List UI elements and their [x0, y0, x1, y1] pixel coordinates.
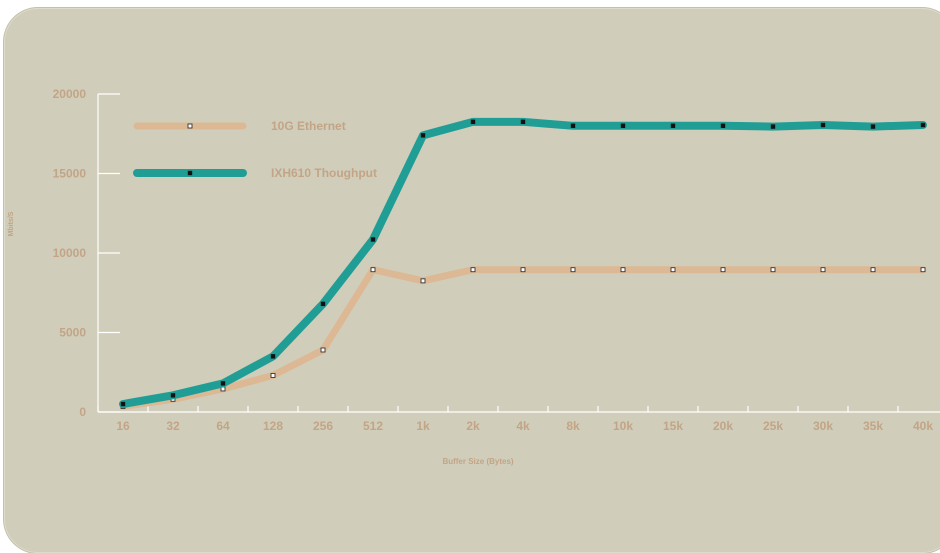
axes: 0 5000 10000 15000 20000 16 32 64 128 256 512 1k 2k 4…: [53, 87, 940, 433]
data-point: [870, 124, 876, 129]
data-point: [520, 267, 526, 273]
legend-entry-1: IXH610 Thoughput: [133, 166, 377, 180]
legend-label: 10G Ethernet: [271, 119, 346, 133]
x-tick-label: 10k: [613, 419, 633, 433]
legend-entry-0: 10G Ethernet: [133, 119, 346, 133]
chart-panel: [4, 8, 940, 553]
data-point: [320, 347, 326, 353]
x-tick-label: 512: [363, 419, 383, 433]
x-tick-label: 4k: [516, 419, 530, 433]
y-tick-label: 0: [79, 405, 86, 419]
y-axis-title: Mbits/S: [8, 211, 15, 236]
x-tick-label: 20k: [713, 419, 733, 433]
data-point: [770, 124, 776, 129]
x-tick-label: 128: [263, 419, 283, 433]
data-point: [670, 267, 676, 273]
data-point: [520, 119, 526, 125]
x-tick-label: 15k: [663, 419, 683, 433]
data-point: [170, 393, 176, 398]
data-point: [920, 122, 926, 128]
x-tick-label: 32: [166, 419, 180, 433]
x-tick-label: 256: [313, 419, 333, 433]
x-tick-label: 30k: [813, 419, 833, 433]
data-point: [670, 123, 676, 128]
data-point: [420, 133, 426, 138]
data-point: [870, 267, 876, 273]
data-point: [720, 267, 726, 273]
x-tick-label: 16: [116, 419, 130, 433]
x-tick-label: 35k: [863, 419, 883, 433]
x-axis-title: Buffer Size (Bytes): [442, 457, 513, 466]
x-tick-label: 25k: [763, 419, 783, 433]
data-point: [570, 267, 576, 273]
y-tick-label: 15000: [53, 167, 87, 181]
data-point: [370, 267, 376, 273]
series-line: [119, 266, 927, 410]
series-layer: [119, 117, 927, 410]
data-point: [820, 267, 826, 273]
data-point: [470, 119, 476, 125]
y-tick-label: 5000: [59, 326, 86, 340]
legend-marker: [187, 123, 193, 129]
y-tick-label: 20000: [53, 87, 87, 101]
x-tick-label: 8k: [566, 419, 580, 433]
series-1: [119, 117, 927, 409]
data-point: [120, 401, 126, 407]
data-point: [320, 301, 326, 307]
data-point: [770, 267, 776, 273]
line-chart: Buffer Size (Bytes) Mbits/S 0 5000 10000 15…: [8, 87, 940, 466]
data-point: [920, 267, 926, 273]
data-point: [620, 123, 626, 128]
data-point: [820, 122, 826, 128]
data-point: [220, 381, 226, 386]
data-point: [620, 267, 626, 273]
y-tick-label: 10000: [53, 246, 87, 260]
legend-marker: [187, 170, 193, 176]
x-tick-label: 2k: [466, 419, 480, 433]
x-tick-label: 64: [216, 419, 230, 433]
data-point: [270, 354, 276, 359]
data-point: [270, 372, 276, 378]
x-tick-label: 40k: [913, 419, 933, 433]
data-point: [470, 267, 476, 273]
data-point: [720, 123, 726, 128]
series-line: [119, 117, 927, 409]
series-0: [119, 266, 927, 410]
x-tick-label: 1k: [416, 419, 430, 433]
legend: 10G Ethernet IXH610 Thoughput: [133, 119, 377, 180]
data-point: [370, 237, 376, 242]
data-point: [570, 123, 576, 128]
data-point: [420, 278, 426, 284]
legend-label: IXH610 Thoughput: [271, 166, 377, 180]
